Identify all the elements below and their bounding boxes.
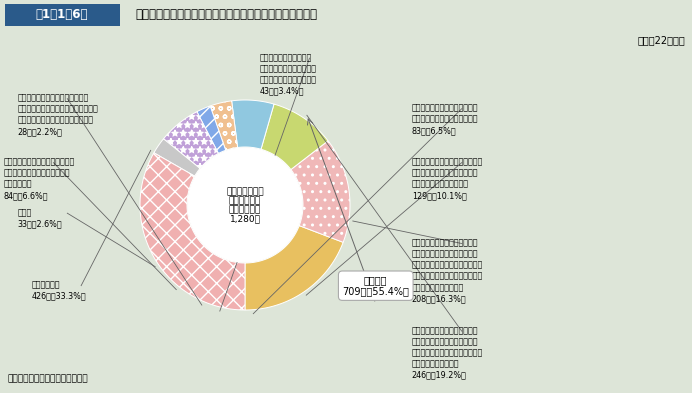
Text: （平成22年中）: （平成22年中） <box>637 35 685 45</box>
Polygon shape <box>140 153 245 310</box>
Polygon shape <box>291 141 350 242</box>
Text: 逃げれば逃げられたが、逃げる
機会を失ったと思われるもの。
83人（6.5%）: 逃げれば逃げられたが、逃げる 機会を失ったと思われるもの。 83人（6.5%） <box>412 104 478 135</box>
Polygon shape <box>245 226 343 310</box>
Text: （放火自殺者: （放火自殺者 <box>229 196 261 205</box>
Polygon shape <box>154 139 200 176</box>
Text: （備考）「火災報告」により作成: （備考）「火災報告」により作成 <box>8 374 89 383</box>
Text: その他
33人（2.6%）: その他 33人（2.6%） <box>17 208 62 228</box>
Polygon shape <box>261 104 328 169</box>
Polygon shape <box>210 101 237 150</box>
FancyBboxPatch shape <box>5 4 120 26</box>
Text: 火災による経過別死者発生状況（放火自殺者等を除く。）: 火災による経過別死者発生状況（放火自殺者等を除く。） <box>135 9 317 22</box>
Text: 避難行動を起こしているが逃げ
きれなかったと思われるもの。
（一応自力避難したが、避難中、
火傷、ガス吸引により、病院等で
死亡した場合を含む。）
208人（1: 避難行動を起こしているが逃げ きれなかったと思われるもの。 （一応自力避難したが… <box>412 239 483 303</box>
Text: 1,280人: 1,280人 <box>230 214 260 223</box>
Text: 着衣着火し、火傷（熱傷）あるい
はガス中毒により死亡したと思
われるもの。
84人（6.6%）: 着衣着火し、火傷（熱傷）あるい はガス中毒により死亡したと思 われるもの。 84… <box>3 158 75 200</box>
Text: 第1－1－6図: 第1－1－6図 <box>36 9 89 22</box>
Text: 逃げ遅れ
709人（55.4%）: 逃げ遅れ 709人（55.4%） <box>343 275 409 296</box>
Polygon shape <box>197 106 226 153</box>
Text: いったん、屋外へ避難後、再進入
したと思われるもの。出火時屋外にい
て出火後進入したと思われるもの。
28人（2.2%）: いったん、屋外へ避難後、再進入 したと思われるもの。出火時屋外にい て出火後進入… <box>17 94 98 136</box>
Text: 判断力に欠け、あるいは、体力的
条件が悪く、ほとんど避難でき
なかったと思われるもの。
129人（10.1%）: 判断力に欠け、あるいは、体力的 条件が悪く、ほとんど避難でき なかったと思われる… <box>412 158 483 200</box>
Text: 等を除く。）: 等を除く。） <box>229 205 261 214</box>
Polygon shape <box>163 112 219 169</box>
Text: 不明・調査中
426人（33.3%）: 不明・調査中 426人（33.3%） <box>31 281 86 301</box>
Text: 発見が遅れ、気付いた時は火煙
が回り、既に逃げ道がなかった
と思われるもの。（全く気付かな
かった場合を含む。）
246人（19.2%）: 発見が遅れ、気付いた時は火煙 が回り、既に逃げ道がなかった と思われるもの。（全… <box>412 326 483 380</box>
Circle shape <box>188 148 302 262</box>
Text: 火災による死者: 火災による死者 <box>226 187 264 196</box>
Polygon shape <box>232 100 274 149</box>
Text: 延焼拡大が早かった等の
ため、ほとんど避難ができ
なかったと思われるもの。
43人（3.4%）: 延焼拡大が早かった等の ため、ほとんど避難ができ なかったと思われるもの。 43… <box>260 53 316 95</box>
